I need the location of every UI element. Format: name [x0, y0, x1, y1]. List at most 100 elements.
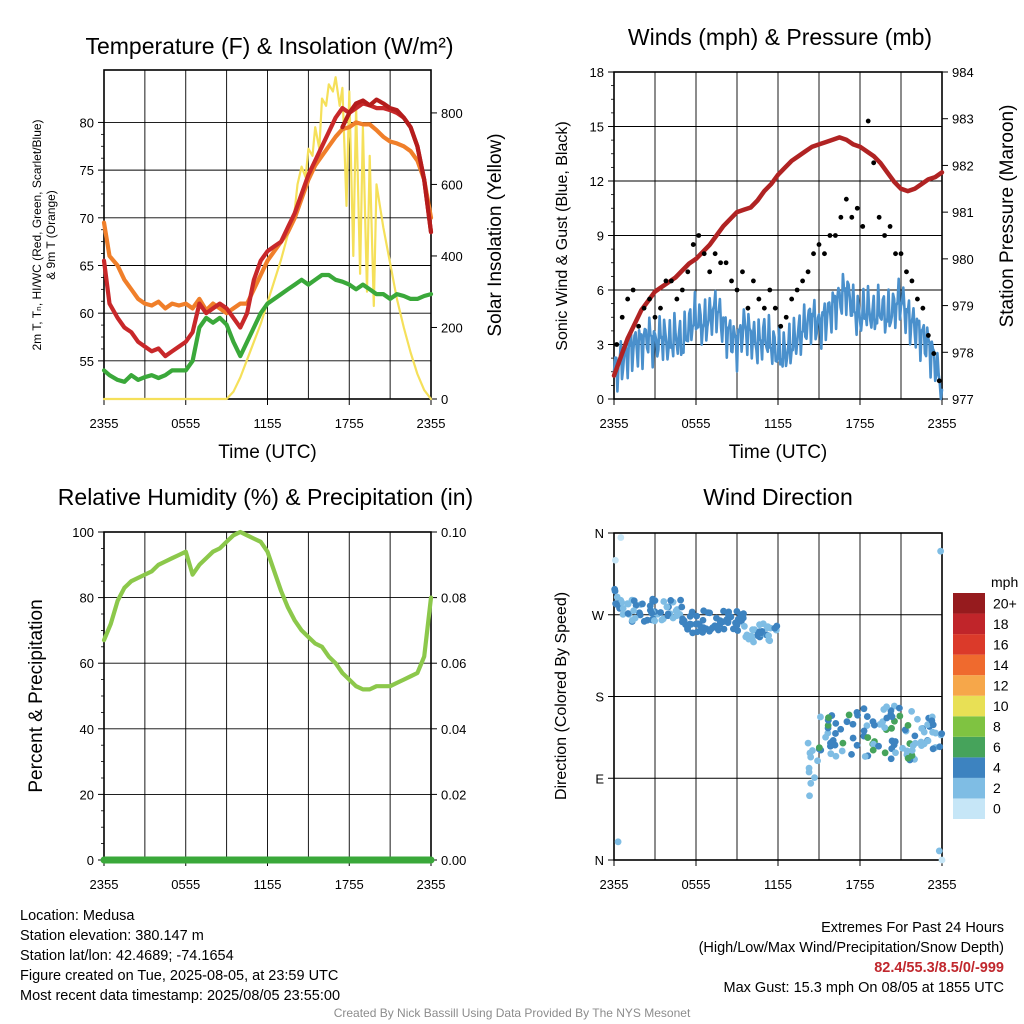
legend-swatch: [953, 716, 985, 737]
y-tick-label: E: [595, 771, 604, 786]
speed-legend: mph 0 2 4 6 8 10 12 14 16 18 20+: [953, 574, 1018, 819]
y-tick-label: 0: [87, 853, 94, 868]
direction-point: [719, 618, 727, 626]
gust-point: [756, 296, 762, 302]
x-tick-label: 0555: [682, 416, 711, 431]
y-tick-label: W: [592, 608, 605, 623]
y2-tick-label: 0.02: [441, 787, 466, 802]
direction-point: [839, 739, 847, 747]
gust-point: [915, 296, 920, 302]
gust-point: [690, 242, 696, 247]
direction-point: [720, 607, 727, 615]
gust-point: [843, 196, 849, 202]
direction-point: [740, 610, 747, 618]
x-tick-label: 2355: [90, 416, 119, 431]
gust-point: [723, 260, 729, 266]
legend-swatch: [953, 757, 985, 778]
direction-point: [741, 622, 748, 630]
direction-point: [814, 757, 821, 765]
direction-point: [845, 711, 853, 719]
legend-swatch: [953, 654, 985, 676]
direction-point: [837, 725, 845, 733]
direction-point: [669, 614, 677, 622]
x-tick-label: 2355: [600, 416, 629, 431]
direction-point: [611, 556, 619, 564]
direction-point: [688, 608, 696, 616]
gust-point: [822, 251, 827, 257]
y-tick-label: 70: [80, 211, 94, 226]
direction-point: [765, 632, 772, 640]
direction-point: [817, 713, 824, 721]
direction-point: [887, 707, 895, 715]
gust-point: [745, 305, 751, 311]
direction-point: [805, 764, 813, 772]
y-tick-label: 60: [80, 656, 94, 671]
gust-point: [833, 233, 838, 238]
gust-point: [849, 214, 855, 220]
direction-point: [624, 600, 632, 608]
direction-point: [640, 617, 648, 625]
direction-point: [825, 714, 832, 722]
legend-label: 6: [993, 739, 1001, 755]
y-axis-label: Percent & Precipitation: [26, 599, 47, 792]
direction-point: [624, 610, 632, 617]
direction-point: [699, 616, 707, 624]
x-axis-label: Time (UTC): [729, 442, 828, 463]
direction-point: [876, 720, 884, 728]
location-text: Location: Medusa: [20, 908, 135, 924]
direction-point: [895, 704, 903, 712]
direction-point: [860, 727, 868, 735]
gust-point: [936, 378, 942, 384]
direction-point: [713, 624, 721, 632]
direction-point: [697, 624, 705, 631]
y2-tick-label: 0: [441, 392, 448, 407]
legend-swatch: [953, 695, 985, 717]
y-axis-label-group: Direction (Colored By Speed): [553, 592, 570, 800]
y-tick-label: 100: [72, 525, 94, 540]
y-tick-label: 12: [590, 174, 604, 189]
direction-point: [892, 749, 899, 757]
direction-point: [869, 746, 877, 754]
legend-swatch: [953, 736, 985, 758]
direction-point: [724, 617, 732, 625]
x-tick-label: 2355: [600, 877, 629, 892]
legend-label: 8: [993, 719, 1001, 735]
direction-point: [700, 607, 708, 615]
direction-point: [807, 779, 815, 787]
y-tick-label: 18: [590, 65, 604, 80]
gust-point: [740, 269, 745, 275]
direction-point: [707, 625, 715, 633]
y-axis-label-group: Sonic Wind & Gust (Blue, Black): [554, 121, 571, 350]
gust-point: [674, 296, 680, 302]
direction-point: [938, 730, 946, 738]
direction-point: [911, 732, 919, 740]
x-tick-label: 0555: [171, 877, 200, 892]
legend-label: 16: [993, 636, 1009, 652]
direction-point: [860, 705, 868, 713]
gust-point: [636, 323, 641, 329]
chart-title: Temperature (F) & Insolation (W/m²): [85, 33, 453, 59]
y-tick-label: 6: [597, 283, 604, 298]
gust-point: [811, 251, 816, 257]
extremes-title: Extremes For Past 24 Hours: [821, 920, 1004, 936]
direction-point: [619, 610, 627, 618]
direction-point: [613, 593, 621, 601]
y-tick-label: 55: [80, 354, 94, 369]
gust-point: [816, 242, 822, 247]
direction-point: [734, 627, 742, 634]
direction-point: [664, 610, 672, 618]
legend-swatch: [953, 777, 985, 799]
direction-point: [809, 747, 816, 754]
direction-point: [646, 606, 654, 614]
gust-point: [696, 233, 702, 238]
x-tick-label: 1155: [764, 416, 792, 431]
gust-point: [767, 287, 773, 293]
gust-point: [718, 260, 723, 266]
gust-point: [865, 118, 871, 124]
direction-point: [650, 617, 658, 624]
y-axis-label-line2: & 9m T (Orange): [44, 190, 58, 280]
gust-point: [652, 314, 658, 320]
direction-point: [853, 741, 861, 749]
direction-point: [929, 745, 937, 753]
